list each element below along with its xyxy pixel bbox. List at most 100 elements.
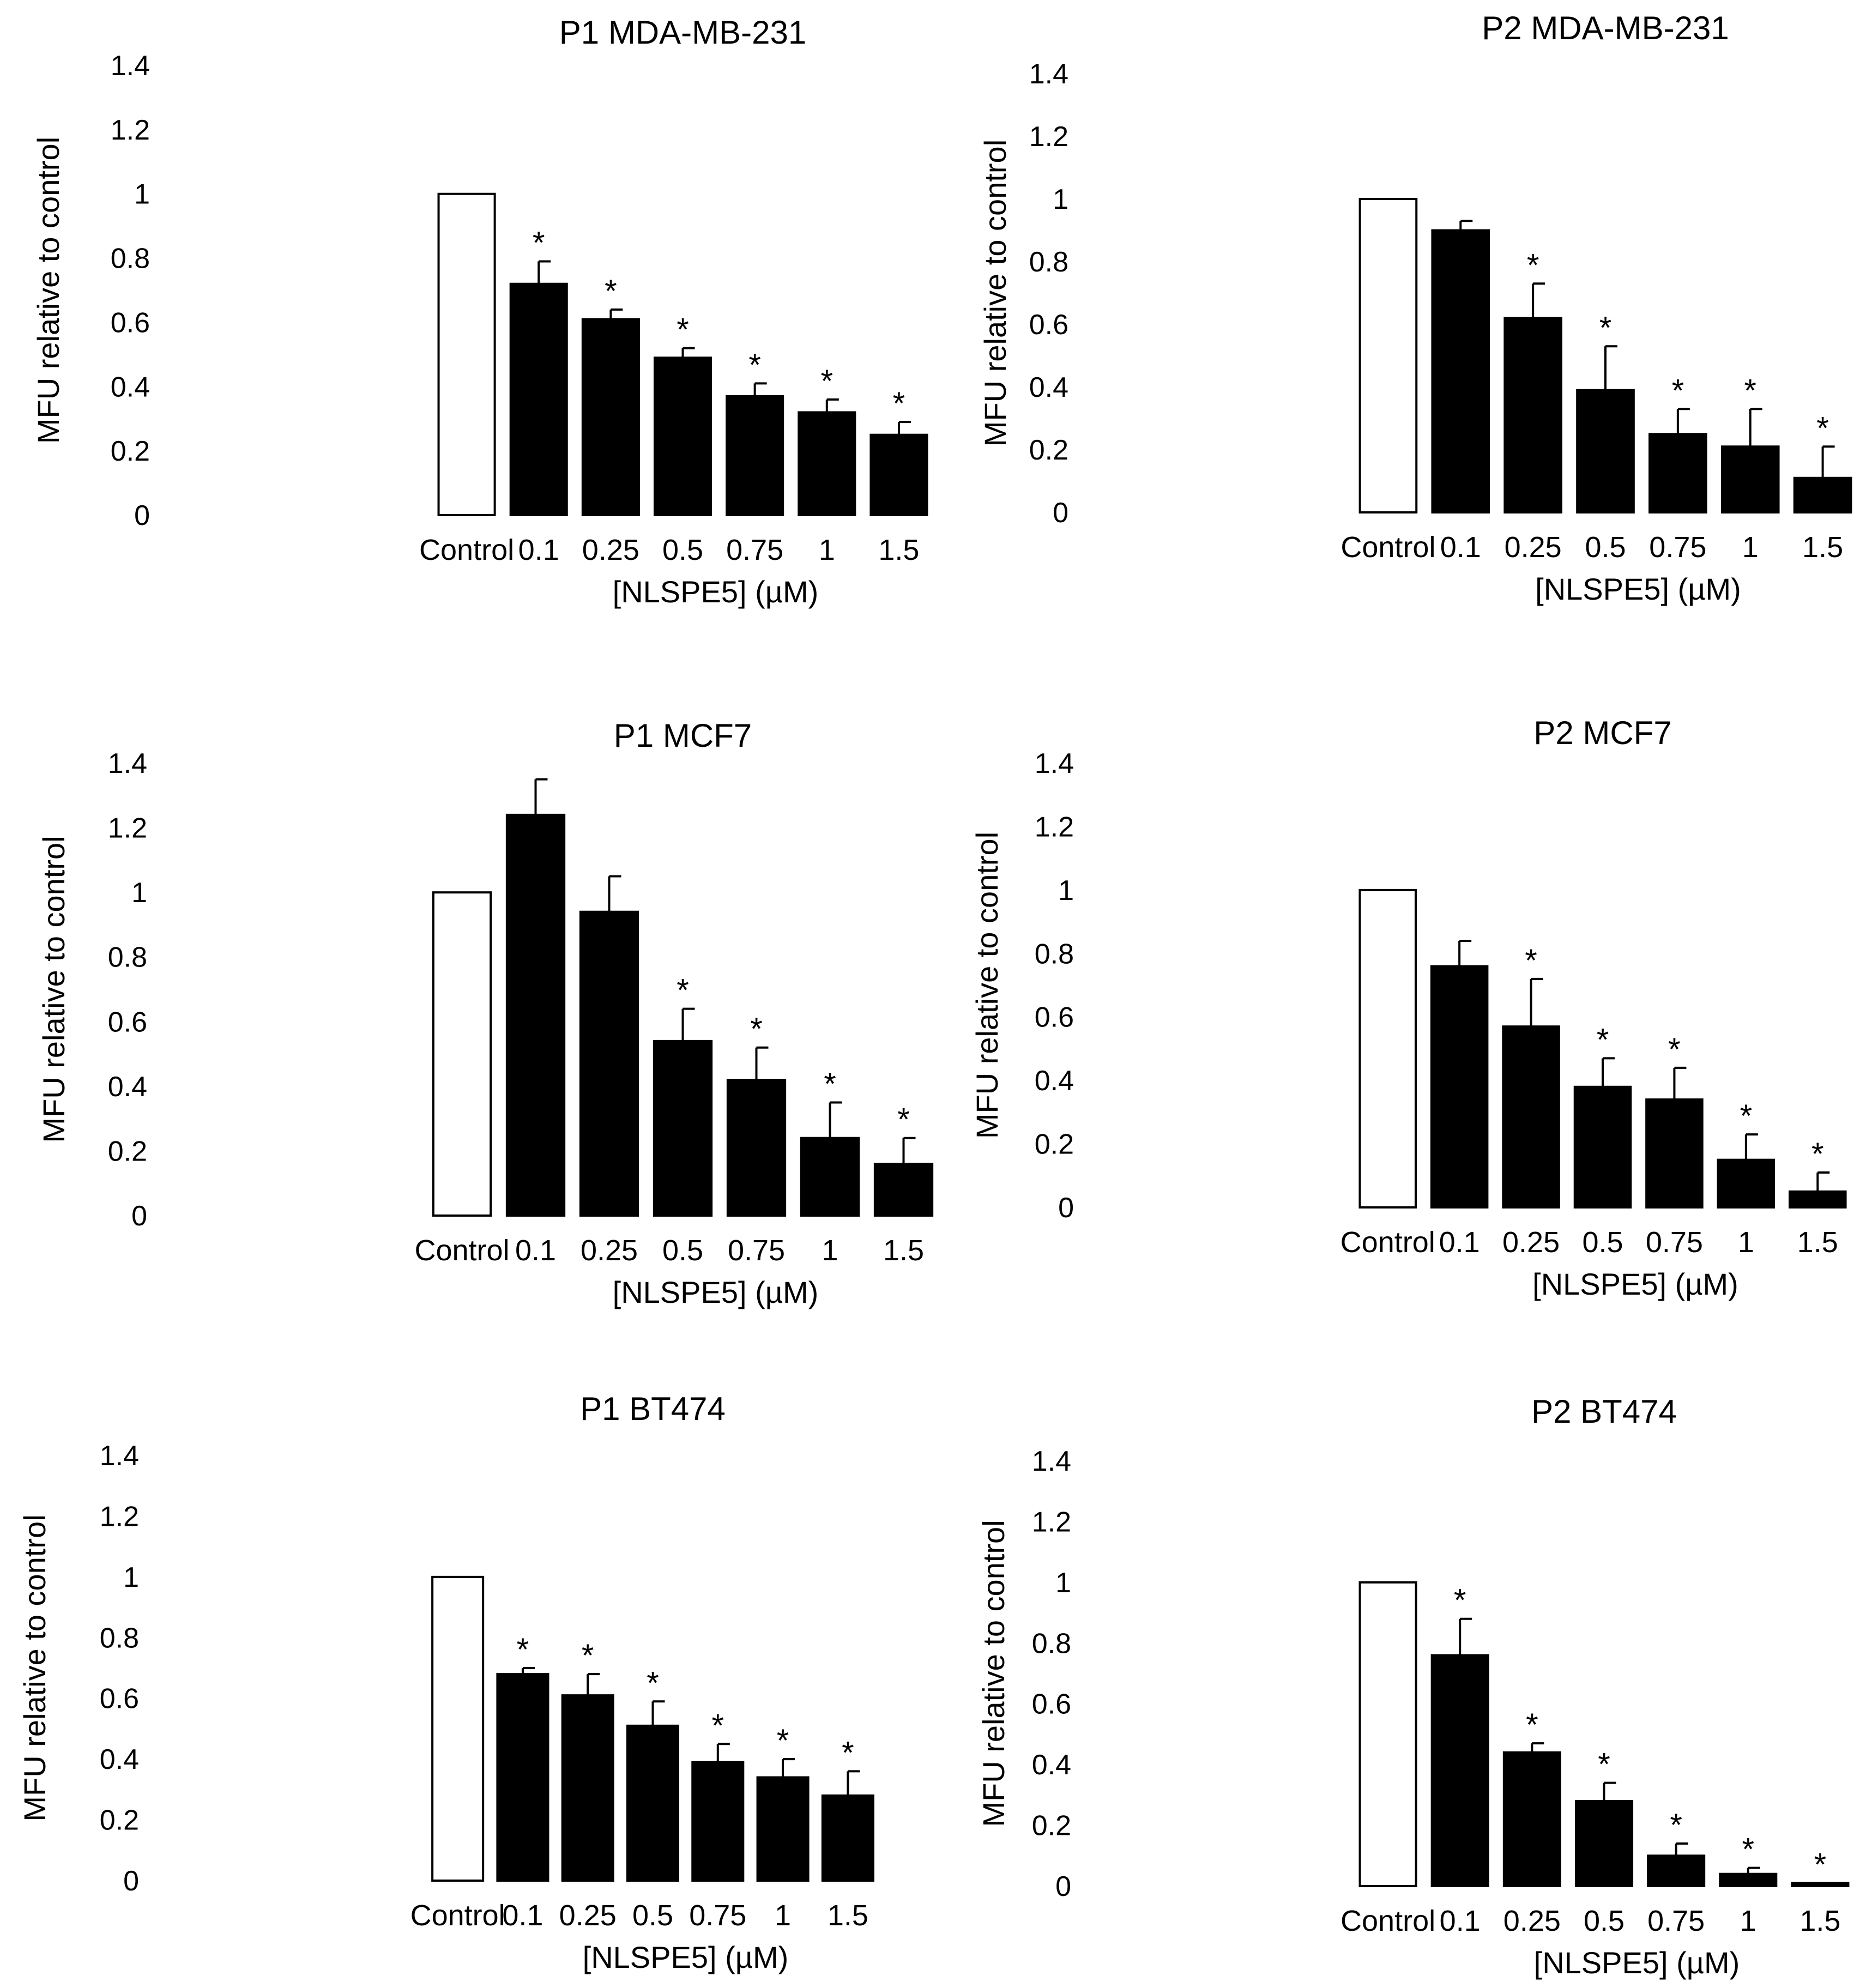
bar (581, 318, 640, 516)
bar (579, 910, 639, 1217)
bar (653, 356, 712, 516)
y-tick-label: 0.4 (108, 1071, 147, 1103)
bar-control (431, 1575, 485, 1882)
x-tick-label: 0.75 (1646, 1226, 1703, 1259)
significance-star: * (1814, 1847, 1827, 1882)
bar (653, 1040, 713, 1217)
significance-star: * (1740, 1098, 1753, 1134)
x-tick-label: 0.5 (1584, 1905, 1625, 1937)
x-tick-label: 0.1 (1439, 1226, 1480, 1259)
x-tick-label: 0.25 (1503, 1905, 1561, 1937)
y-tick-label: 0 (1055, 1871, 1071, 1902)
chart-title: P1 MCF7 (614, 717, 752, 754)
x-tick-label: 0.25 (1502, 1226, 1560, 1259)
x-tick-label: 1 (819, 534, 835, 566)
bar-control (1358, 889, 1417, 1209)
x-tick-label: Control (419, 534, 514, 566)
x-tick-label: 0.75 (1647, 1905, 1705, 1937)
x-tick-label: 0.75 (1649, 531, 1706, 564)
y-tick-label: 0.8 (108, 942, 147, 974)
bar (1502, 1751, 1561, 1888)
significance-star: * (677, 973, 689, 1008)
bar (505, 813, 566, 1217)
bar (726, 1079, 787, 1217)
bar (691, 1761, 745, 1882)
x-tick-label: 1.5 (1802, 531, 1843, 564)
chart-panel-p1-mcf7: P1 MCF7 0 0.2 0.4 0.6 0.8 1 1.2 1.4 MFU relative … (37, 717, 934, 1309)
bar (1793, 476, 1852, 513)
bar (1574, 1800, 1634, 1887)
significance-star: * (750, 1012, 763, 1047)
significance-star: * (777, 1723, 789, 1759)
y-tick-label: 1.2 (1029, 121, 1068, 153)
significance-star: * (824, 1067, 836, 1102)
chart-title: P2 MDA-MB-231 (1482, 10, 1729, 46)
y-tick-label: 0 (123, 1865, 139, 1897)
y-tick-label: 0 (131, 1200, 147, 1232)
y-tick-label: 0.6 (111, 307, 150, 339)
significance-star: * (897, 1102, 910, 1138)
x-axis-label: [NLSPE5] (µM) (1535, 572, 1741, 606)
x-tick-label: 0.25 (1505, 531, 1562, 564)
y-axis-label: MFU relative to control (978, 140, 1012, 446)
y-tick-label: 1.2 (100, 1501, 139, 1532)
significance-star: * (893, 386, 905, 421)
significance-star: * (533, 225, 545, 261)
x-tick-label: 0.75 (726, 534, 783, 566)
x-axis-label: [NLSPE5] (µM) (583, 1940, 789, 1974)
significance-star: * (677, 312, 689, 348)
bar (726, 395, 784, 517)
bar (1648, 433, 1707, 513)
bar (873, 1163, 934, 1217)
y-tick-label: 0.8 (1035, 938, 1074, 970)
bar (1789, 1190, 1847, 1208)
x-tick-label: 0.1 (515, 1234, 556, 1267)
y-axis-label: MFU relative to control (970, 832, 1004, 1139)
y-tick-label: 1.2 (108, 813, 147, 844)
bar-control (437, 192, 496, 516)
bar (1573, 1085, 1632, 1209)
x-tick-label: 0.25 (582, 534, 639, 566)
panel-grid: P1 MDA-MB-231 0 0.2 0.4 0.6 0.8 1 1.2 1.4 MFU rel… (17, 10, 1852, 1980)
chart-panel-p1-bt474: P1 BT474 0 0.2 0.4 0.6 0.8 1 1.2 1.4 MFU relative… (17, 1391, 874, 1974)
y-tick-label: 1.4 (108, 748, 147, 780)
significance-star: * (842, 1735, 854, 1771)
x-tick-label: 0.5 (1585, 531, 1626, 564)
significance-star: * (1525, 943, 1537, 978)
y-tick-label: 0.6 (108, 1006, 147, 1038)
y-tick-label: 1.4 (1032, 1446, 1071, 1477)
bar (821, 1794, 874, 1882)
significance-star: * (1670, 1808, 1682, 1843)
x-axis-label: [NLSPE5] (µM) (1534, 1945, 1740, 1980)
y-tick-label: 0.4 (1032, 1749, 1071, 1781)
chart-title: P2 MCF7 (1533, 715, 1671, 751)
x-tick-label: 1.5 (1797, 1226, 1838, 1259)
x-tick-label: 0.75 (689, 1899, 746, 1932)
x-tick-label: 0.5 (662, 534, 703, 566)
significance-star: * (711, 1708, 724, 1743)
y-axis-label: MFU relative to control (31, 137, 65, 444)
chart-panel-p2-mcf7: P2 MCF7 0 0.2 0.4 0.6 0.8 1 1.2 1.4 MFU relative … (970, 715, 1847, 1301)
y-tick-label: 0.2 (1032, 1810, 1071, 1842)
bar (798, 411, 856, 517)
y-tick-label: 1.2 (1032, 1506, 1071, 1538)
significance-star: * (605, 274, 617, 309)
x-tick-label: 1 (1738, 1226, 1754, 1259)
x-tick-label: 1 (1740, 1905, 1756, 1937)
bar-control (432, 891, 492, 1217)
bar (509, 282, 568, 516)
y-tick-label: 1.2 (111, 114, 150, 146)
significance-star: * (1742, 1832, 1754, 1868)
significance-star: * (1597, 1022, 1609, 1058)
significance-star: * (582, 1638, 594, 1673)
x-tick-label: 1 (1742, 531, 1759, 564)
chart-panel-p2-bt474: P2 BT474 0 0.2 0.4 0.6 0.8 1 1.2 1.4 MFU relative… (976, 1393, 1850, 1980)
y-tick-label: 0.8 (100, 1622, 139, 1654)
x-tick-label: Control (1340, 1905, 1435, 1937)
bar (561, 1694, 614, 1882)
x-axis-label: [NLSPE5] (µM) (613, 575, 819, 609)
significance-star: * (1599, 310, 1612, 346)
x-tick-label: 1.5 (1799, 1905, 1840, 1937)
bar (1791, 1882, 1850, 1887)
